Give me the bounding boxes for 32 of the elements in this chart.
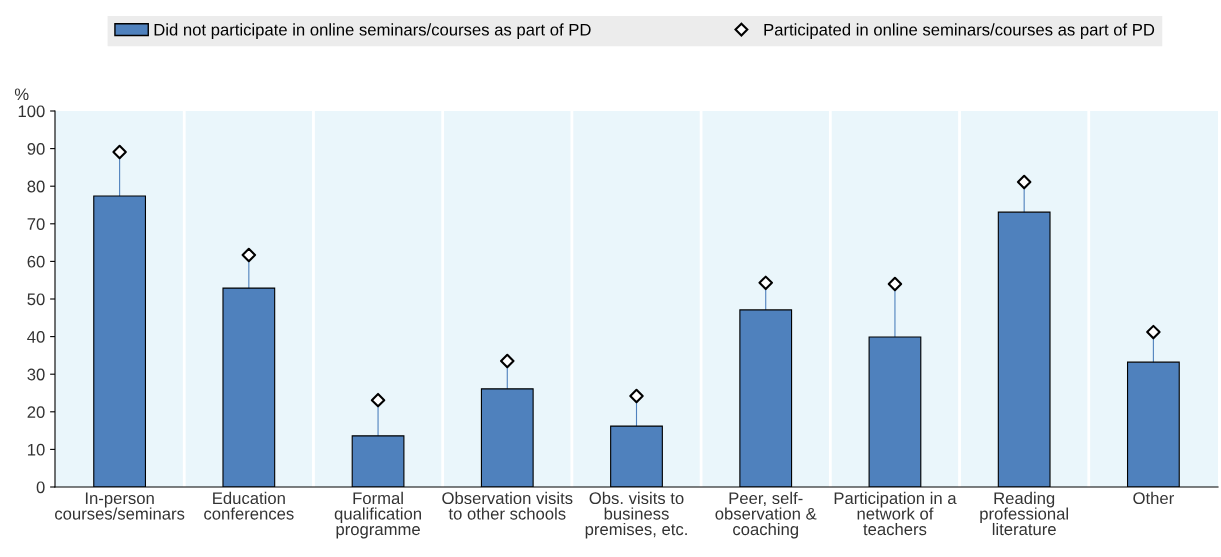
point <box>500 353 515 369</box>
y-tick-label: 80 <box>27 180 45 193</box>
point <box>887 276 903 292</box>
x-tick-label: Education conferences <box>204 491 294 520</box>
x-tick-label: Other <box>1133 491 1174 505</box>
x-tick-label: In-person courses/seminars <box>55 492 185 520</box>
x-tick-label: Peer, self- observation & coaching <box>715 491 817 539</box>
y-tick-label: 60 <box>27 255 45 268</box>
y-tick-label: 30 <box>27 368 45 381</box>
legend-label: Participated in online seminars/courses as part of PD <box>764 23 1155 39</box>
y-tick-label: 50 <box>27 293 45 306</box>
y-tick-label: 100 <box>18 105 45 118</box>
x-tick-label: Obs. visits to business premises, etc. <box>585 491 687 539</box>
point <box>1146 324 1161 340</box>
point <box>758 275 773 291</box>
x-tick-label: Participation in a network of teachers <box>834 491 957 536</box>
y-tick-label: 90 <box>27 143 45 155</box>
x-tick-label: Observation visits to other schools <box>442 491 573 520</box>
point <box>112 144 127 160</box>
point <box>370 392 386 408</box>
point <box>241 247 257 263</box>
y-tick-label: 40 <box>27 331 45 343</box>
x-tick-label: Formal qualification programme <box>334 491 421 539</box>
y-axis-title: % <box>14 88 29 101</box>
y-tick-label: 70 <box>27 218 45 230</box>
legend-label: Did not participate in online seminars/courses as part of PD <box>154 23 591 39</box>
y-tick-label: 0 <box>36 481 45 494</box>
x-tick-label: Reading professional literature <box>980 491 1068 536</box>
point <box>1016 174 1032 190</box>
point <box>629 388 644 404</box>
y-tick-label: 20 <box>27 406 45 418</box>
y-tick-label: 10 <box>28 443 45 456</box>
